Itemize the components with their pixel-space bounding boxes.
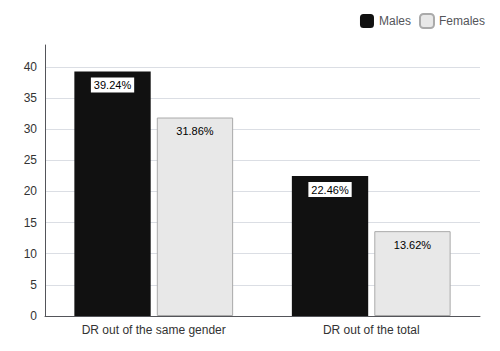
svg-text:DR out of the same gender: DR out of the same gender	[82, 323, 226, 337]
svg-text:5: 5	[30, 278, 37, 292]
svg-text:31.86%: 31.86%	[176, 125, 214, 137]
svg-text:25: 25	[24, 153, 38, 167]
svg-text:13.62%: 13.62%	[394, 239, 432, 251]
svg-text:39.24%: 39.24%	[94, 79, 132, 91]
svg-text:0: 0	[30, 309, 37, 323]
svg-text:Females: Females	[439, 14, 485, 28]
svg-text:10: 10	[24, 247, 38, 261]
svg-text:20: 20	[24, 184, 38, 198]
svg-text:DR out of the total: DR out of the total	[323, 323, 420, 337]
svg-text:22.46%: 22.46%	[311, 184, 349, 196]
svg-text:35: 35	[24, 91, 38, 105]
svg-text:40: 40	[24, 60, 38, 74]
svg-text:30: 30	[24, 122, 38, 136]
svg-text:Males: Males	[379, 14, 411, 28]
svg-text:15: 15	[24, 216, 38, 230]
